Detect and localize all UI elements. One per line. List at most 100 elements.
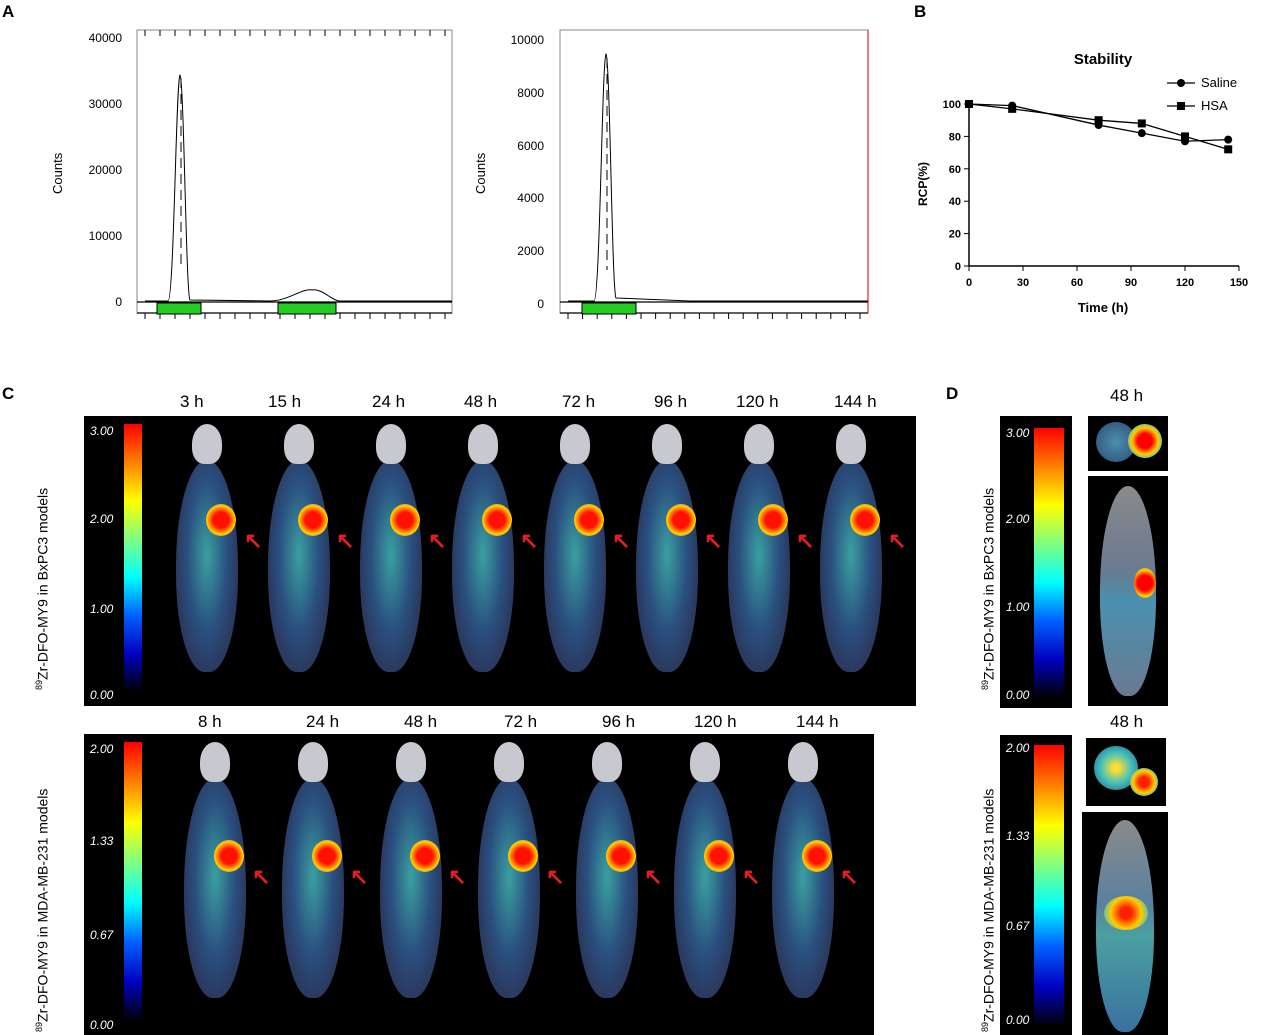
y-tick-label: 0 bbox=[115, 295, 122, 309]
mouse-head bbox=[192, 424, 222, 464]
tumor-hotspot bbox=[482, 504, 512, 536]
x-axis-label: Time (h) bbox=[1078, 300, 1128, 315]
scale-label: 0.00 bbox=[1006, 1013, 1030, 1027]
panel-label-c: C bbox=[2, 384, 15, 403]
mouse-head bbox=[396, 742, 426, 782]
scale-label: 0.00 bbox=[90, 688, 114, 702]
mouse-image bbox=[576, 778, 638, 998]
tumor-hotspot bbox=[206, 504, 236, 536]
mouse-head bbox=[690, 742, 720, 782]
y-axis-label: RCP(%) bbox=[916, 162, 930, 206]
y-axis-label: Counts bbox=[50, 152, 65, 194]
mouse-head bbox=[652, 424, 682, 464]
x-tick-label: 60 bbox=[1071, 277, 1083, 289]
data-point-hsa bbox=[1008, 104, 1017, 113]
tumor-hotspot bbox=[802, 840, 832, 872]
x-tick-label: 90 bbox=[1125, 277, 1137, 289]
arrow-icon: ↖ bbox=[428, 528, 447, 553]
data-point-hsa bbox=[1137, 119, 1146, 128]
legend-saline: Saline bbox=[1201, 75, 1237, 90]
timepoint-label: 72 h bbox=[562, 392, 596, 411]
tumor-hotspot bbox=[508, 840, 538, 872]
arrow-icon: ↖ bbox=[742, 864, 761, 889]
tumor-hotspot bbox=[312, 840, 342, 872]
mouse-head bbox=[284, 424, 314, 464]
tumor-hotspot bbox=[390, 504, 420, 536]
data-point-hsa bbox=[1094, 116, 1103, 125]
mouse-image bbox=[360, 460, 422, 672]
chart-title: Stability bbox=[1074, 51, 1133, 68]
y-tick-label: 30000 bbox=[89, 97, 123, 111]
pet-panel-c-bottom: 2.00 1.33 0.67 0.00 ↖ ↖ ↖ ↖ ↖ ↖ ↖ bbox=[84, 734, 874, 1035]
scale-label: 2.00 bbox=[90, 742, 114, 756]
arrow-icon: ↖ bbox=[336, 528, 355, 553]
y-tick-label: 6000 bbox=[517, 139, 544, 153]
arrow-icon: ↖ bbox=[840, 864, 859, 889]
arrow-icon: ↖ bbox=[520, 528, 539, 553]
arrow-icon: ↖ bbox=[350, 864, 369, 889]
x-tick-label: 120 bbox=[1176, 277, 1194, 289]
mouse-image bbox=[728, 460, 790, 672]
legend-hsa: HSA bbox=[1201, 98, 1228, 113]
series-line-saline bbox=[968, 103, 1229, 142]
coronal-slice bbox=[1088, 476, 1168, 706]
colorbar: 2.00 1.33 0.67 0.00 bbox=[90, 742, 150, 1032]
timepoint-label: 120 h bbox=[694, 712, 737, 731]
region-2 bbox=[277, 302, 337, 315]
axial-slice bbox=[1088, 416, 1168, 471]
mouse-image bbox=[380, 778, 442, 998]
mouse-image bbox=[282, 778, 344, 998]
tumor-hotspot bbox=[574, 504, 604, 536]
timepoint-label: 48 h bbox=[1110, 386, 1144, 405]
y-tick-label: 60 bbox=[949, 164, 961, 176]
timepoint-label: 3 h bbox=[180, 392, 204, 411]
scale-label: 0.00 bbox=[1006, 688, 1030, 702]
panel-c-bottom-ylabel: 89Zr-DFO-MY9 in MDA-MB-231 models bbox=[34, 788, 51, 1032]
scale-label: 1.33 bbox=[1006, 829, 1030, 843]
scale-label: 1.33 bbox=[90, 834, 114, 848]
mouse-head bbox=[468, 424, 498, 464]
colorbar-d-bottom: 2.00 1.33 0.67 0.00 bbox=[1000, 735, 1072, 1035]
y-tick-label: 100 bbox=[943, 99, 961, 111]
chromatogram-right: 10000 8000 6000 4000 2000 0 Counts bbox=[473, 29, 869, 319]
mouse-image bbox=[820, 460, 882, 672]
arrow-icon: ↖ bbox=[448, 864, 467, 889]
timepoint-label: 96 h bbox=[602, 712, 636, 731]
tumor-hotspot bbox=[410, 840, 440, 872]
y-axis-label: Counts bbox=[473, 152, 488, 194]
y-tick-label: 80 bbox=[949, 131, 961, 143]
timepoint-label: 24 h bbox=[372, 392, 406, 411]
mouse-head bbox=[376, 424, 406, 464]
timepoint-label: 96 h bbox=[654, 392, 688, 411]
mouse-image bbox=[452, 460, 514, 672]
scale-label: 2.00 bbox=[1006, 741, 1030, 755]
scale-label: 0.67 bbox=[1006, 919, 1030, 933]
scale-label: 0.00 bbox=[90, 1018, 114, 1032]
mouse-head bbox=[560, 424, 590, 464]
tumor-hotspot bbox=[606, 840, 636, 872]
coronal-slice bbox=[1082, 812, 1168, 1035]
timepoint-label: 120 h bbox=[736, 392, 779, 411]
scale-label: 1.00 bbox=[90, 602, 114, 616]
y-tick-label: 0 bbox=[537, 297, 544, 311]
pet-panel-c-top: 3.00 2.00 1.00 0.00 ↖ ↖ ↖ ↖ ↖ ↖ ↖ ↖ bbox=[84, 416, 916, 706]
colorbar-d-top: 3.00 2.00 1.00 0.00 bbox=[1000, 416, 1072, 708]
mouse-head bbox=[494, 742, 524, 782]
mouse-image bbox=[268, 460, 330, 672]
tumor-hotspot bbox=[850, 504, 880, 536]
tumor-hotspot bbox=[298, 504, 328, 536]
mouse-image bbox=[184, 778, 246, 998]
legend-marker-hsa bbox=[1177, 102, 1185, 110]
panel-c-top-ylabel: 89Zr-DFO-MY9 in BxPC3 models bbox=[34, 487, 51, 690]
tumor-hotspot bbox=[214, 840, 244, 872]
y-tick-label: 40000 bbox=[89, 31, 123, 45]
scale-label: 2.00 bbox=[1006, 512, 1030, 526]
arrow-icon: ↖ bbox=[546, 864, 565, 889]
arrow-icon: ↖ bbox=[252, 864, 271, 889]
data-point-hsa bbox=[965, 100, 973, 108]
y-tick-label: 0 bbox=[955, 261, 961, 273]
mouse-head bbox=[200, 742, 230, 782]
mouse-head bbox=[744, 424, 774, 464]
timepoint-label: 144 h bbox=[834, 392, 877, 411]
timepoint-label: 48 h bbox=[1110, 712, 1144, 731]
